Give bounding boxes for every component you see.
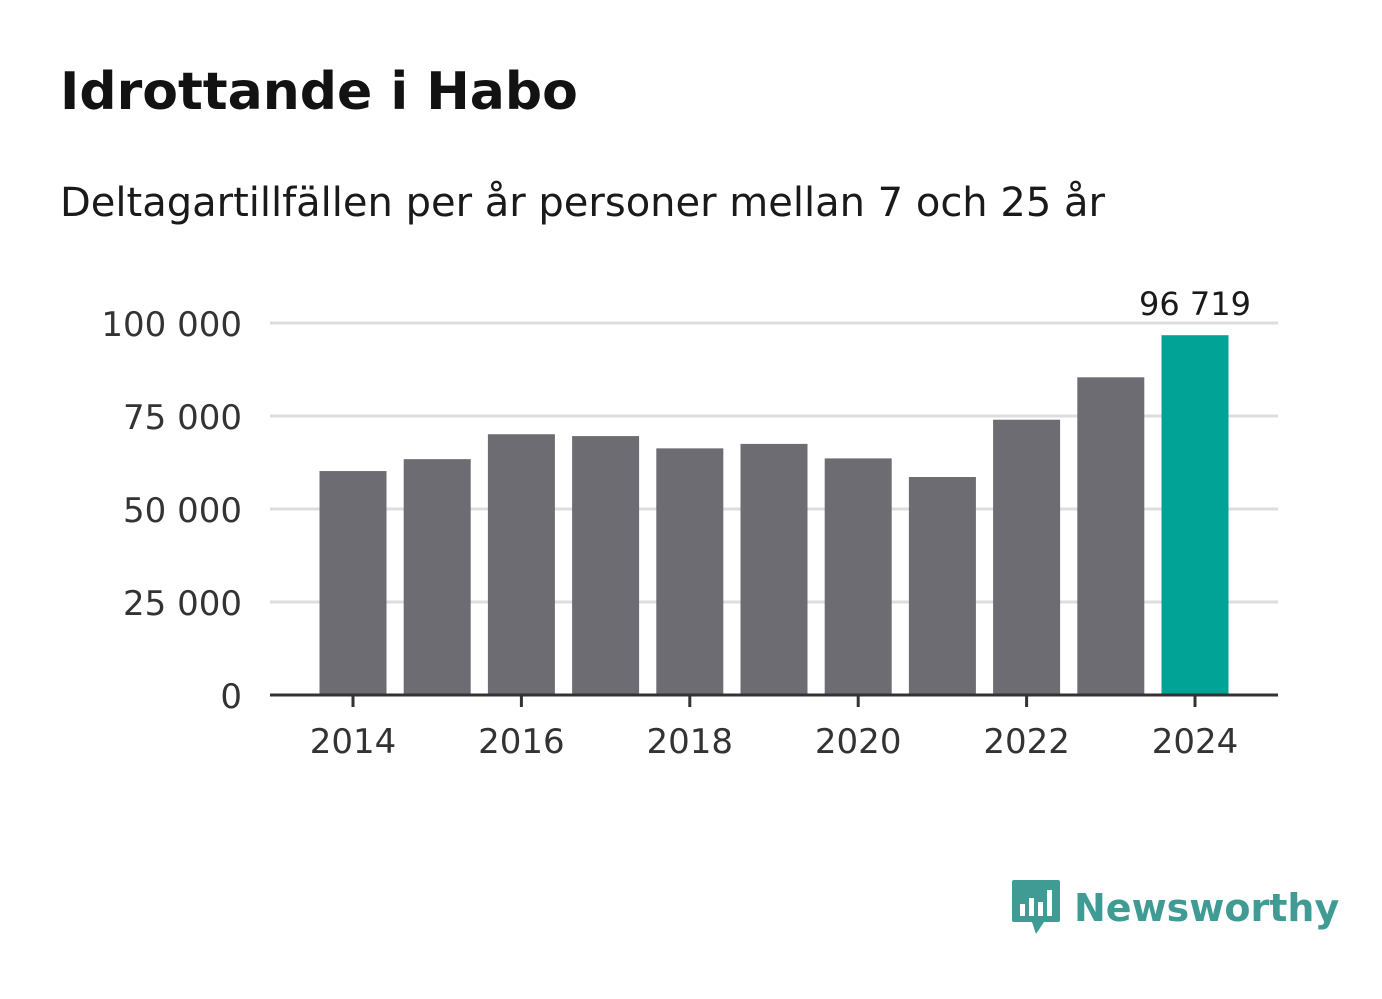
bar-2021 (908, 477, 976, 695)
chart-title: Idrottande i Habo (60, 62, 578, 122)
y-tick-label: 100 000 (101, 305, 242, 345)
x-axis: 2014 2016 2018 2020 2022 2024 (270, 693, 1278, 762)
chart-subtitle: Deltagartillfällen per år personer mella… (60, 180, 1105, 226)
bar-2018 (656, 448, 724, 695)
data-label-2024: 96 719 (1139, 285, 1251, 323)
x-tick-label: 2016 (478, 722, 565, 762)
bars (319, 335, 1229, 695)
bar-2016 (487, 434, 555, 695)
x-tick-label: 2024 (1152, 722, 1239, 762)
newsworthy-logo-text: Newsworthy (1074, 886, 1340, 930)
bar-2014 (319, 471, 387, 695)
bar-2024 (1161, 335, 1229, 695)
newsworthy-logo: Newsworthy (1010, 878, 1339, 938)
y-tick-label: 0 (220, 677, 242, 717)
bar-2023 (1077, 377, 1145, 695)
x-tick-label: 2018 (647, 722, 734, 762)
x-tick-label: 2022 (983, 722, 1070, 762)
x-tick-label: 2020 (815, 722, 902, 762)
bar-2020 (824, 458, 892, 695)
data-labels: 96 719 (1139, 285, 1251, 323)
y-tick-label: 25 000 (123, 584, 242, 624)
bar-2017 (572, 436, 640, 695)
bar-2015 (403, 459, 471, 695)
bar-2019 (740, 443, 808, 695)
y-tick-label: 50 000 (123, 491, 242, 531)
newsworthy-logo-icon (1012, 880, 1060, 934)
bar-2022 (993, 419, 1061, 695)
y-axis-ticks: 0 25 000 50 000 75 000 100 000 (101, 305, 242, 717)
y-tick-label: 75 000 (123, 398, 242, 438)
x-tick-label: 2014 (310, 722, 397, 762)
